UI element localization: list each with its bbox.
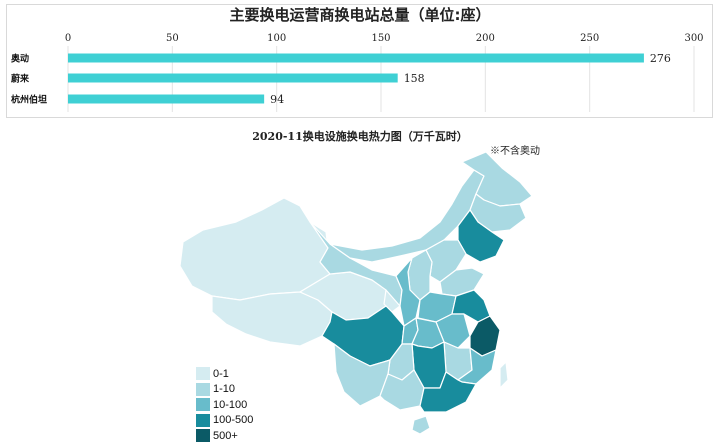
category-label: 奥动 [10, 53, 29, 65]
bar [68, 73, 398, 83]
legend-label: 100-500 [213, 414, 254, 427]
x-tick-label: 0 [65, 33, 71, 44]
x-tick-label: 200 [476, 33, 495, 44]
x-tick-label: 100 [267, 33, 286, 44]
bar-chart: 0 50 100 150 200 250 300 奥动 276 蔚来 158 杭州伯坦 94 [10, 33, 704, 112]
legend-label: 1-10 [213, 383, 236, 396]
province-tibet [211, 291, 333, 347]
province-shaanxi [395, 257, 421, 327]
legend-label: 0-1 [213, 367, 229, 380]
map-legend: 0-1 1-10 10-100 100-500 500+ [196, 366, 253, 444]
legend-swatch [196, 413, 210, 427]
legend-item: 1-10 [196, 382, 253, 398]
province-xinjiang [179, 197, 331, 301]
x-tick-label: 150 [371, 33, 390, 44]
data-label: 94 [270, 93, 284, 106]
bar [68, 53, 644, 63]
bar [68, 94, 265, 104]
x-tick-label: 50 [166, 33, 179, 44]
legend-item: 100-500 [196, 413, 253, 429]
legend-item: 500+ [196, 428, 253, 444]
category-label: 杭州伯坦 [11, 94, 47, 106]
province-hainan [411, 415, 431, 435]
legend-swatch [196, 398, 210, 412]
legend-swatch [196, 367, 210, 381]
legend-swatch [196, 429, 210, 443]
legend-item: 0-1 [196, 366, 253, 382]
x-tick-label: 300 [684, 33, 703, 44]
x-tick-label: 250 [580, 33, 599, 44]
category-label: 蔚来 [11, 73, 30, 85]
province-liaoning [457, 209, 505, 263]
province-guangdong [419, 371, 477, 413]
legend-label: 10-100 [213, 398, 248, 411]
legend-label: 500+ [213, 429, 238, 442]
bar-chart-panel [6, 4, 713, 118]
data-label: 158 [404, 72, 425, 85]
legend-swatch [196, 382, 210, 396]
province-taiwan [499, 361, 509, 389]
data-label: 276 [650, 52, 671, 65]
legend-item: 10-100 [196, 397, 253, 413]
bar-chart-title: 主要换电运营商换电站总量（单位:座） [229, 6, 491, 24]
map-title: 2020-11换电设施换电热力图（万千瓦时） [252, 130, 468, 143]
map-note: ※不含奥动 [490, 146, 540, 157]
